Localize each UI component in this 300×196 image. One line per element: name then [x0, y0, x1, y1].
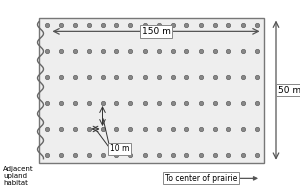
Text: Adjacent
upland
habitat: Adjacent upland habitat: [3, 166, 34, 186]
Text: 10 m: 10 m: [110, 144, 129, 153]
Text: 50 m: 50 m: [278, 86, 300, 95]
Text: 150 m: 150 m: [142, 27, 170, 36]
Bar: [39, 18, 264, 163]
Text: To center of prairie: To center of prairie: [165, 174, 237, 183]
